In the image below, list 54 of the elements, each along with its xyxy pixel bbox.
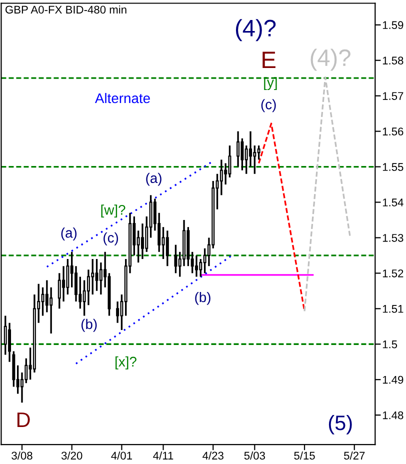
y-tick-label: 1.57 <box>382 92 404 100</box>
candlestick <box>50 286 53 334</box>
annotation: (a) <box>146 172 162 186</box>
candlestick <box>253 144 256 175</box>
annotation: (4)? <box>236 19 276 42</box>
x-tick-label: 3/08 <box>12 451 32 460</box>
x-tick-label: 5/03 <box>244 451 265 460</box>
y-tick-label: 1.52 <box>382 269 404 278</box>
candlestick <box>236 130 240 168</box>
annotation: D <box>17 412 30 427</box>
candlestick <box>86 268 90 306</box>
annotation: (a) <box>61 228 77 240</box>
candlestick <box>62 265 66 302</box>
annotation: (b) <box>195 292 210 305</box>
candlestick <box>74 265 78 302</box>
y-tick-label: 1.59 <box>382 21 404 30</box>
x-tick-label: 4/01 <box>111 451 132 460</box>
candlestick <box>162 226 165 260</box>
y-tick-label: 1.5 <box>382 340 398 348</box>
annotation: (b) <box>81 318 97 332</box>
y-tick-label: 1.58 <box>382 56 404 64</box>
candlestick <box>41 286 44 317</box>
candlestick <box>174 244 178 274</box>
candlestick <box>99 262 102 296</box>
x-tick-label: 4/11 <box>153 451 174 460</box>
y-tick-label: 1.54 <box>382 198 404 206</box>
candlestick <box>249 130 252 168</box>
y-tick-label: 1.48 <box>382 411 404 420</box>
chart-title: GBP A0-FX BID-480 min <box>6 5 126 14</box>
candlestick <box>140 222 144 260</box>
annotation: E <box>262 52 276 68</box>
x-tick-label: 5/27 <box>344 451 365 460</box>
candlestick <box>257 144 260 161</box>
candlestick <box>116 300 120 324</box>
y-tick-label: 1.49 <box>382 376 404 384</box>
candlestick <box>195 254 198 278</box>
y-tick-label: 1.51 <box>382 305 404 313</box>
annotation: Alternate <box>94 92 150 104</box>
candlestick <box>199 258 202 278</box>
candlestick <box>220 158 223 196</box>
annotation: (4)? <box>310 48 350 71</box>
annotation: (c) <box>261 99 276 112</box>
y-tick-label: 1.55 <box>382 163 404 171</box>
candlestick <box>166 230 169 267</box>
annotation: [x]? <box>116 356 136 370</box>
y-tick-label: 1.56 <box>382 128 404 136</box>
annotation: (5) <box>328 414 352 434</box>
candlestick <box>95 258 98 292</box>
y-tick-label: 1.53 <box>382 234 404 242</box>
x-tick-label: 4/23 <box>202 451 224 460</box>
annotation: [w]? <box>101 204 126 218</box>
x-tick-label: 3/20 <box>61 451 82 460</box>
x-tick-label: 5/15 <box>294 451 315 460</box>
annotation: (c) <box>104 232 118 246</box>
